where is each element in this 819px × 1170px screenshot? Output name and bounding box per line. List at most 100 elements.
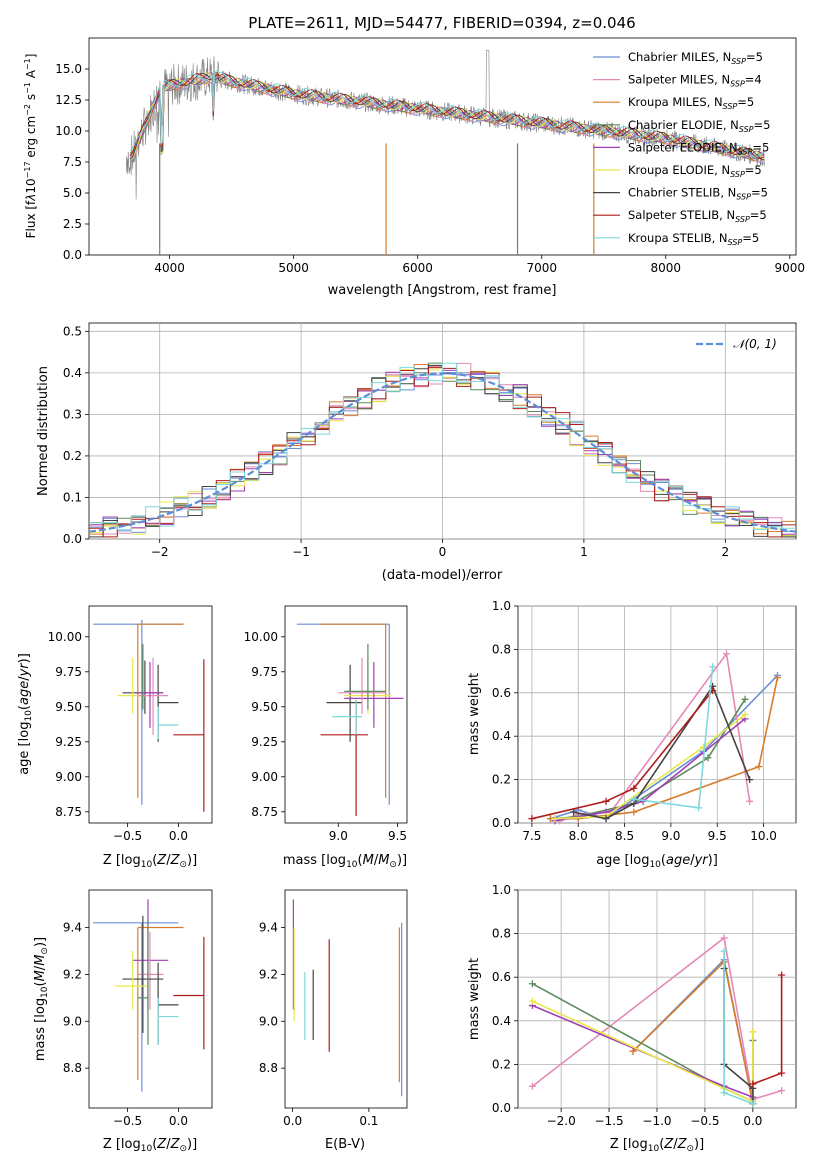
y-tick-label: 0.4: [63, 366, 82, 380]
y-tick-label: 10.0: [55, 124, 82, 138]
y-tick-label: 9.0: [63, 1014, 82, 1028]
mass-weight-marker: [773, 674, 781, 682]
x-tick-label: 8000: [650, 261, 681, 275]
legend-label: Chabrier STELIB, NSSP=5: [628, 186, 768, 202]
x-tick-label: −0.5: [113, 1114, 142, 1128]
x-tick-label: 9.5: [388, 829, 407, 843]
x-tick-label: 0.0: [169, 829, 188, 843]
x-tick-label: 9000: [775, 261, 806, 275]
y-tick-label: 1.0: [492, 599, 511, 613]
x-tick-label: −1.0: [642, 1114, 671, 1128]
legend-value: =5: [752, 140, 769, 154]
errorbar-point: [338, 657, 386, 714]
y-tick-label: 0.4: [492, 1014, 511, 1028]
mass-weight-marker: [602, 815, 610, 823]
mass-weight-marker: [709, 663, 717, 671]
model-spectrum-line: [129, 72, 765, 160]
legend-label: Kroupa ELODIE, NSSP=5: [628, 163, 762, 179]
weight-age-ylabel: mass weight: [467, 673, 482, 755]
legend-label: Kroupa STELIB, NSSP=5: [628, 231, 759, 247]
legend-label: Salpeter ELODIE, NSSP=5: [628, 140, 769, 156]
errorbar-point: [122, 915, 164, 1033]
x-tick-label: 8.0: [569, 829, 588, 843]
x-tick-label: 6000: [402, 261, 433, 275]
y-tick-label: 9.75: [55, 665, 82, 679]
mass-weight-marker: [723, 650, 730, 658]
mass-metallicity-xlabel: Z [log10(Z/Z⊙)]: [103, 1137, 197, 1154]
mass-weight-marker: [749, 1080, 757, 1088]
y-tick-label: 8.8: [63, 1061, 82, 1075]
legend-subscript: SSP: [730, 80, 745, 89]
weight-metallicity-ylabel: mass weight: [467, 958, 482, 1040]
y-tick-label: 8.75: [55, 805, 82, 819]
legend-value: =5: [751, 186, 768, 200]
y-tick-label: 0.3: [63, 407, 82, 421]
y-tick-label: 9.25: [251, 735, 278, 749]
y-tick-label: 0.6: [492, 686, 511, 700]
mass-weight-line: [531, 690, 714, 820]
spectrum-title: PLATE=2611, MJD=54477, FIBERID=0394, z=0…: [248, 14, 635, 32]
mass-weight-marker: [602, 797, 610, 805]
normal-distribution-curve: [88, 372, 797, 533]
legend-subscript: SSP: [723, 102, 738, 111]
mass-weight-marker: [704, 754, 712, 762]
errorbar-point: [320, 623, 387, 798]
y-tick-label: 0.6: [492, 970, 511, 984]
legend-value: =5: [750, 208, 767, 222]
errorbar-point: [332, 699, 362, 735]
legend-label: Chabrier ELODIE, NSSP=5: [628, 118, 770, 134]
mass-weight-marker: [570, 808, 578, 816]
x-tick-label: 0: [439, 545, 447, 559]
legend-subscript: SSP: [736, 193, 751, 202]
mass-weight-marker: [630, 795, 638, 803]
y-tick-label: 0.8: [492, 927, 511, 941]
y-tick-label: 8.75: [251, 805, 278, 819]
y-tick-label: 0.2: [63, 449, 82, 463]
mass-weight-marker: [746, 797, 754, 805]
y-tick-label: 15.0: [55, 62, 82, 76]
y-tick-label: 1.0: [492, 883, 511, 897]
histogram-ylabel: Normed distribution: [36, 366, 51, 496]
errorbar-point: [173, 936, 205, 1050]
y-tick-label: 10.00: [244, 630, 278, 644]
errorbar-point: [115, 950, 148, 1010]
x-tick-label: 0.0: [283, 1114, 302, 1128]
errorbar-point: [344, 643, 386, 710]
weight-metallicity-xlabel: Z [log10(Z/Z⊙)]: [610, 1137, 704, 1154]
mass-weight-marker: [749, 1100, 757, 1108]
legend-subscript: SSP: [738, 147, 753, 156]
legend-value: =5: [737, 95, 754, 109]
age-ylabel: age [log10(age/yr)]: [17, 653, 34, 775]
mass-weight-marker: [778, 971, 786, 979]
errorbar-point: [173, 659, 205, 812]
errorbar-point: [137, 926, 184, 1080]
mass-weight-marker: [699, 743, 707, 751]
legend-label: Chabrier MILES, NSSP=5: [628, 50, 763, 66]
legend-subscript: SSP: [730, 170, 745, 179]
mass-weight-marker: [720, 1089, 728, 1097]
mass-weight-marker: [741, 711, 749, 718]
residual-histogram-panel: (data-model)/error Normed distribution −…: [36, 322, 797, 583]
mass-weight-marker: [695, 804, 703, 812]
spectrum-xlabel: wavelength [Angstrom, rest frame]: [328, 283, 557, 298]
spectrum-ylabel: Flux [fλ10−17 erg cm−2 s−1 A−1]: [23, 54, 38, 239]
legend-subscript: SSP: [731, 57, 746, 66]
mass-weight-line: [532, 1000, 754, 1103]
y-tick-label: 8.8: [259, 1061, 278, 1075]
age-metallicity-xlabel: Z [log10(Z/Z⊙)]: [103, 853, 197, 870]
x-tick-label: −1: [292, 545, 310, 559]
age-vs-metallicity-panel: −0.5 0.0 8.75 9.00 9.25 9.50 9.75 10.00 Z [log1…: [17, 605, 213, 870]
y-tick-label: 7.5: [63, 155, 82, 169]
x-tick-label: −2: [151, 545, 169, 559]
legend-value: =4: [745, 73, 762, 87]
mass-weight-marker: [630, 784, 638, 792]
legend-subscript: SSP: [739, 125, 754, 134]
normal-distribution-label: 𝒩(0, 1): [733, 337, 777, 351]
legend-label: Salpeter MILES, NSSP=4: [628, 73, 762, 89]
y-tick-label: 0.0: [492, 1101, 511, 1115]
model-spectrum-line: [129, 68, 765, 158]
x-tick-label: 9.0: [329, 829, 348, 843]
x-tick-label: −2.0: [547, 1114, 576, 1128]
mass-weight-marker: [720, 947, 728, 955]
legend-label: Salpeter STELIB, NSSP=5: [628, 208, 767, 224]
